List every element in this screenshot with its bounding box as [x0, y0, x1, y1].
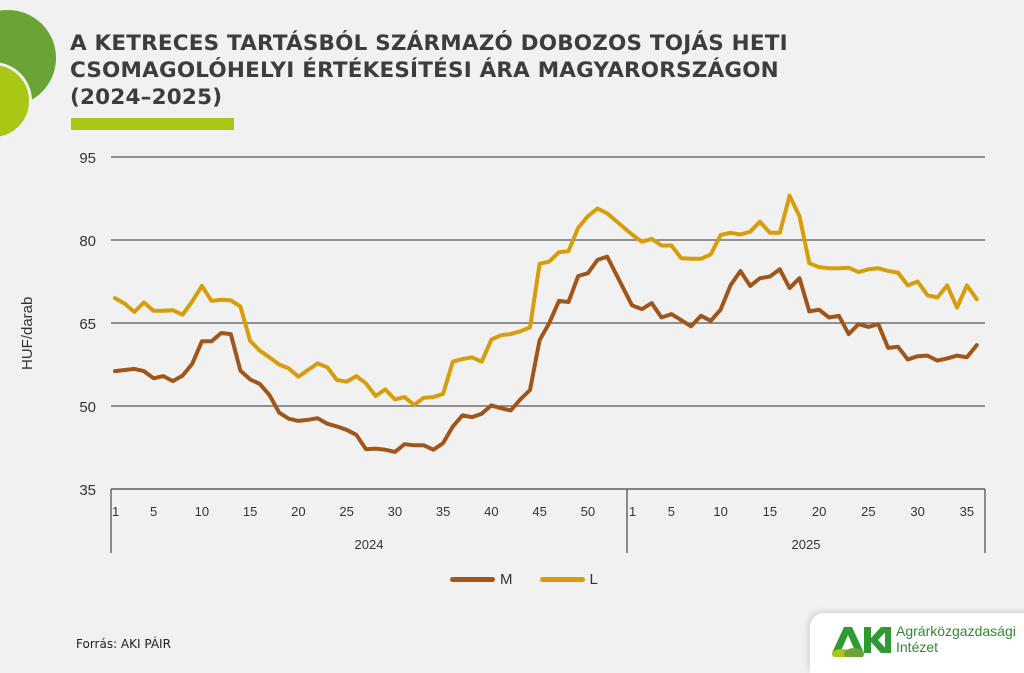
- x-group-label-2025: 2025: [792, 537, 821, 552]
- legend: M L: [450, 571, 625, 588]
- x-tick-label: 35: [436, 504, 450, 519]
- y-tick-label: 35: [79, 482, 96, 499]
- chart-title: A KETRECES TARTÁSBÓL SZÁRMAZÓ DOBOZOS TO…: [70, 31, 788, 110]
- x-tick-label: 50: [581, 504, 595, 519]
- series-line-m: [113, 254, 979, 454]
- x-tick-label: 30: [910, 504, 924, 519]
- logo-line2: Intézet: [896, 639, 939, 655]
- x-group-label-2024: 2024: [355, 537, 384, 552]
- legend-item-l: L: [539, 571, 598, 588]
- source-note: Forrás: AKI PÁIR: [76, 637, 171, 651]
- x-tick-label: 25: [861, 504, 875, 519]
- data-series: [113, 193, 979, 454]
- aki-logo-icon: [832, 627, 891, 657]
- legend-swatch-l: [539, 577, 585, 582]
- x-tick-label: 30: [388, 504, 402, 519]
- x-tick-label: 1: [629, 504, 636, 519]
- grid-lines: [111, 156, 985, 407]
- x-tick-label: 40: [484, 504, 498, 519]
- title-underline-bar: [71, 118, 234, 130]
- y-axis-ticks: 35 50 65 80 95: [79, 150, 96, 499]
- x-tick-label: 45: [532, 504, 546, 519]
- y-tick-label: 95: [79, 150, 96, 167]
- x-tick-label: 10: [195, 504, 209, 519]
- x-tick-label: 20: [812, 504, 826, 519]
- x-tick-label: 15: [763, 504, 777, 519]
- y-tick-label: 65: [79, 316, 96, 333]
- legend-label-m: M: [500, 571, 513, 588]
- x-tick-label: 15: [243, 504, 257, 519]
- y-tick-label: 80: [79, 233, 96, 250]
- y-tick-label: 50: [79, 399, 96, 416]
- aki-logo-text: Agrárközgazdasági Intézet: [896, 623, 1016, 655]
- legend-swatch-m: [450, 577, 495, 582]
- logo-line1: Agrárközgazdasági: [896, 623, 1016, 639]
- x-tick-label: 10: [713, 504, 727, 519]
- x-tick-label: 1: [112, 504, 119, 519]
- x-tick-label: 5: [150, 504, 157, 519]
- x-tick-label: 20: [291, 504, 305, 519]
- legend-item-m: M: [450, 571, 513, 588]
- series-line-l: [113, 193, 979, 407]
- aki-logo: Agrárközgazdasági Intézet: [810, 613, 1024, 673]
- legend-label-l: L: [589, 571, 598, 588]
- x-tick-label: 5: [668, 504, 675, 519]
- x-tick-label: 25: [339, 504, 353, 519]
- x-tick-label: 35: [960, 504, 974, 519]
